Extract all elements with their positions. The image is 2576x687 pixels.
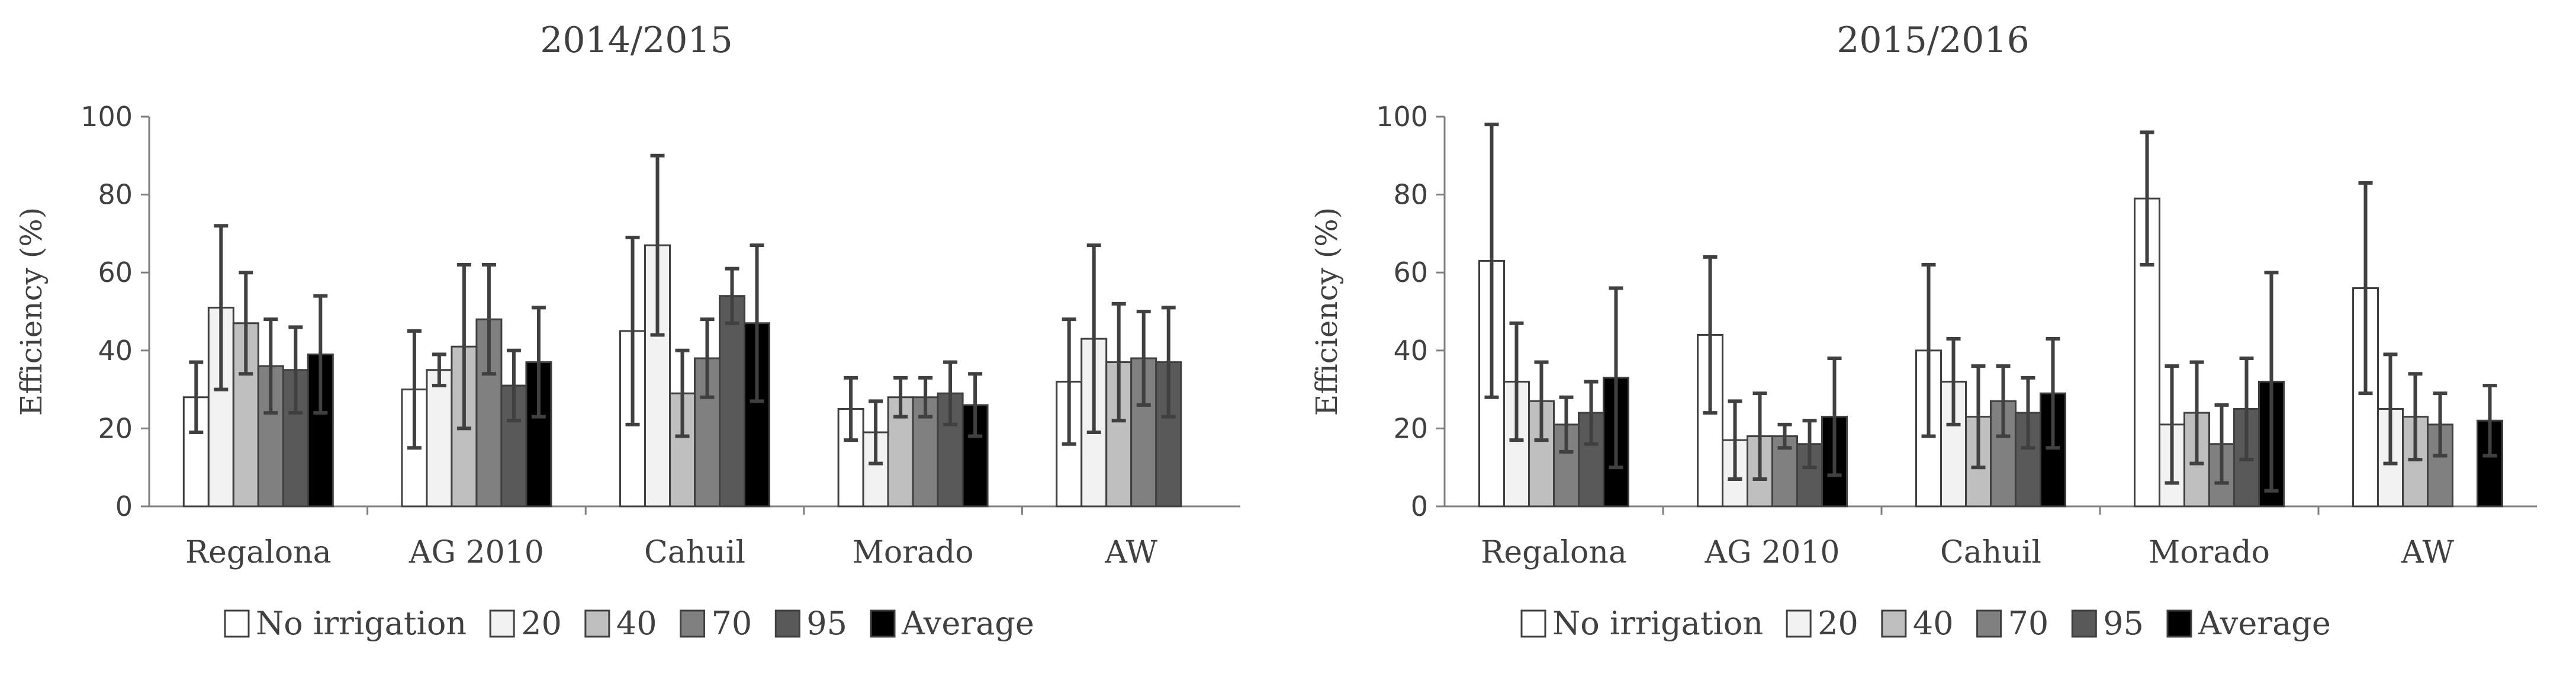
legend-swatch xyxy=(870,609,896,638)
y-tick-label: 80 xyxy=(1393,179,1428,211)
y-tick-label: 0 xyxy=(1411,490,1428,522)
legend-swatch xyxy=(2071,609,2097,638)
legend-label: 70 xyxy=(2008,605,2049,642)
legend-swatch xyxy=(224,609,250,638)
legend-label: 95 xyxy=(2103,605,2144,642)
chart-panel-2014-2015: 2014/2015 Efficiency (%) 0 20 40 60 80 100 Regal… xyxy=(14,20,1240,642)
y-tick-label: 20 xyxy=(1393,412,1428,444)
y-tick-label: 0 xyxy=(115,490,133,522)
y-tick-label: 60 xyxy=(98,256,133,288)
chart-panel-2015-2016: 2015/2016 Efficiency (%) 0 20 40 60 80 100 Regal… xyxy=(1310,20,2537,642)
y-tick-label: 80 xyxy=(98,179,133,211)
chart-legend: No irrigation 20 40 70 95 Average xyxy=(224,605,1034,642)
bar xyxy=(862,431,889,508)
legend-label: 95 xyxy=(806,605,847,642)
legend-swatch xyxy=(1881,609,1907,638)
x-category-label: Cahuil xyxy=(644,535,745,570)
x-category-label: Regalona xyxy=(1481,535,1627,570)
legend-swatch xyxy=(774,609,800,638)
y-axis-label: Efficiency (%) xyxy=(1310,207,1344,416)
y-tick-label: 60 xyxy=(1393,256,1428,288)
legend-label: Average xyxy=(901,605,1034,642)
legend-label: 20 xyxy=(521,605,562,642)
legend-label: Average xyxy=(2198,605,2331,642)
x-category-label: AW xyxy=(1104,535,1157,570)
legend-label: 20 xyxy=(1818,605,1858,642)
legend-swatch xyxy=(584,609,610,638)
x-category-label: Regalona xyxy=(185,535,332,570)
y-tick-label: 20 xyxy=(98,412,133,444)
bar xyxy=(744,322,770,508)
y-tick-label: 40 xyxy=(1393,335,1428,367)
bar xyxy=(426,369,453,508)
bar xyxy=(719,295,745,508)
legend-swatch xyxy=(1520,609,1546,638)
legend-label: 40 xyxy=(616,605,657,642)
y-tick-label: 100 xyxy=(1376,101,1428,133)
x-category-label: Cahuil xyxy=(1940,535,2041,570)
legend-swatch xyxy=(2166,609,2192,638)
legend-swatch xyxy=(680,609,706,638)
x-category-label: Morado xyxy=(2149,535,2270,570)
y-axis-label: Efficiency (%) xyxy=(14,207,49,416)
legend-label: 40 xyxy=(1913,605,1954,642)
x-category-label: AW xyxy=(2401,535,2454,570)
legend-label: No irrigation xyxy=(1552,605,1763,642)
legend-label: 70 xyxy=(712,605,752,642)
legend-swatch xyxy=(1976,609,2002,638)
x-category-label: Morado xyxy=(853,535,974,570)
legend-label: No irrigation xyxy=(256,605,467,642)
x-category-label: AG 2010 xyxy=(1705,535,1840,570)
x-category-label: AG 2010 xyxy=(409,535,544,570)
y-tick-label: 40 xyxy=(98,335,133,367)
y-tick-label: 100 xyxy=(81,101,133,133)
chart-legend: No irrigation 20 40 70 95 Average xyxy=(1520,605,2331,642)
chart-title: 2014/2015 xyxy=(540,20,733,61)
legend-swatch xyxy=(489,609,515,638)
legend-swatch xyxy=(1786,609,1812,638)
chart-title: 2015/2016 xyxy=(1837,20,2030,61)
